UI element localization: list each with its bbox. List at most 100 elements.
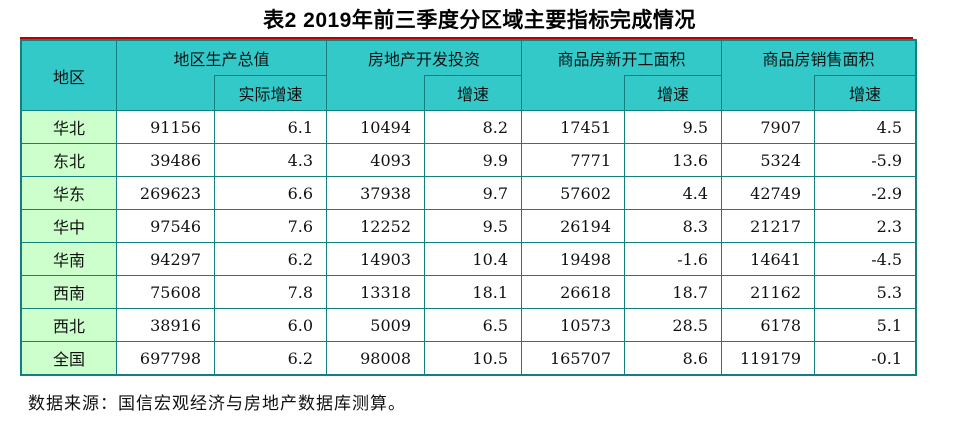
table-row-xinan: 西南 75608 7.8 13318 18.1 26618 18.7 21162… bbox=[22, 276, 916, 309]
new-starts-growth: 13.6 bbox=[625, 144, 723, 177]
sales-growth: -5.9 bbox=[815, 144, 916, 177]
investment-value: 14903 bbox=[327, 243, 426, 276]
sales-value: 42749 bbox=[722, 177, 816, 210]
gdp-value: 97546 bbox=[117, 210, 215, 243]
new-starts-growth: 18.7 bbox=[625, 276, 723, 309]
header-sub-new-starts-growth: 增速 bbox=[625, 75, 723, 111]
gdp-value: 91156 bbox=[117, 111, 215, 144]
investment-value: 4093 bbox=[327, 144, 426, 177]
gdp-growth: 6.0 bbox=[215, 309, 328, 342]
sales-value: 7907 bbox=[722, 111, 816, 144]
investment-growth: 10.5 bbox=[425, 342, 523, 374]
investment-growth: 9.9 bbox=[425, 144, 523, 177]
new-starts-growth: 4.4 bbox=[625, 177, 723, 210]
gdp-growth: 7.8 bbox=[215, 276, 328, 309]
gdp-growth: 6.2 bbox=[215, 243, 328, 276]
table-row-xibei: 西北 38916 6.0 5009 6.5 10573 28.5 6178 5.… bbox=[22, 309, 916, 342]
title-rule-divider bbox=[20, 37, 913, 39]
table-row-huadong: 华东 269623 6.6 37938 9.7 57602 4.4 42749 … bbox=[22, 177, 916, 210]
new-starts-value: 26194 bbox=[522, 210, 626, 243]
header-group-sales: 商品房销售面积 bbox=[722, 41, 916, 75]
gdp-value: 269623 bbox=[117, 177, 215, 210]
sales-growth: 2.3 bbox=[815, 210, 916, 243]
gdp-value: 38916 bbox=[117, 309, 215, 342]
header-sub-empty-gdp bbox=[117, 75, 215, 111]
gdp-growth: 6.1 bbox=[215, 111, 328, 144]
new-starts-value: 19498 bbox=[522, 243, 626, 276]
gdp-value: 75608 bbox=[117, 276, 215, 309]
data-source-note: 数据来源：国信宏观经济与房地产数据库测算。 bbox=[28, 394, 406, 414]
header-sub-empty-investment bbox=[327, 75, 426, 111]
region-cell: 西北 bbox=[22, 309, 117, 342]
region-cell: 西南 bbox=[22, 276, 117, 309]
sales-growth: -2.9 bbox=[815, 177, 916, 210]
table-row-dongbei: 东北 39486 4.3 4093 9.9 7771 13.6 5324 -5.… bbox=[22, 144, 916, 177]
header-region: 地区 bbox=[22, 41, 117, 111]
new-starts-value: 26618 bbox=[522, 276, 626, 309]
region-cell: 全国 bbox=[22, 342, 117, 374]
gdp-growth: 7.6 bbox=[215, 210, 328, 243]
gdp-value: 94297 bbox=[117, 243, 215, 276]
sales-value: 21162 bbox=[722, 276, 816, 309]
header-group-investment: 房地产开发投资 bbox=[327, 41, 523, 75]
investment-growth: 18.1 bbox=[425, 276, 523, 309]
region-cell: 华中 bbox=[22, 210, 117, 243]
new-starts-growth: -1.6 bbox=[625, 243, 723, 276]
region-cell: 华东 bbox=[22, 177, 117, 210]
investment-growth: 9.7 bbox=[425, 177, 523, 210]
header-row-groups: 地区 地区生产总值 房地产开发投资 商品房新开工面积 商品房销售面积 bbox=[22, 41, 916, 111]
investment-value: 10494 bbox=[327, 111, 426, 144]
sales-growth: 4.5 bbox=[815, 111, 916, 144]
investment-value: 13318 bbox=[327, 276, 426, 309]
sales-value: 5324 bbox=[722, 144, 816, 177]
investment-growth: 9.5 bbox=[425, 210, 523, 243]
header-row-subs: 实际增速 增速 增速 增速 bbox=[22, 75, 916, 111]
new-starts-growth: 9.5 bbox=[625, 111, 723, 144]
investment-value: 5009 bbox=[327, 309, 426, 342]
sales-value: 6178 bbox=[722, 309, 816, 342]
gdp-value: 697798 bbox=[117, 342, 215, 374]
investment-growth: 8.2 bbox=[425, 111, 523, 144]
header-group-new-starts: 商品房新开工面积 bbox=[522, 41, 723, 75]
sales-growth: 5.1 bbox=[815, 309, 916, 342]
new-starts-growth: 28.5 bbox=[625, 309, 723, 342]
regional-indicators-table: 地区 地区生产总值 房地产开发投资 商品房新开工面积 商品房销售面积 实际增速 … bbox=[20, 39, 918, 376]
header-group-gdp: 地区生产总值 bbox=[117, 41, 328, 75]
gdp-growth: 4.3 bbox=[215, 144, 328, 177]
investment-value: 98008 bbox=[327, 342, 426, 374]
table-row-huabei: 华北 91156 6.1 10494 8.2 17451 9.5 7907 4.… bbox=[22, 111, 916, 144]
table-row-quanguo: 全国 697798 6.2 98008 10.5 165707 8.6 1191… bbox=[22, 342, 916, 374]
investment-value: 37938 bbox=[327, 177, 426, 210]
sales-growth: -0.1 bbox=[815, 342, 916, 374]
header-sub-empty-new-starts bbox=[522, 75, 626, 111]
new-starts-value: 57602 bbox=[522, 177, 626, 210]
header-sub-gdp-growth: 实际增速 bbox=[215, 75, 328, 111]
region-cell: 华南 bbox=[22, 243, 117, 276]
table-title: 表2 2019年前三季度分区域主要指标完成情况 bbox=[263, 9, 696, 32]
header-sub-investment-growth: 增速 bbox=[425, 75, 523, 111]
region-cell: 华北 bbox=[22, 111, 117, 144]
investment-value: 12252 bbox=[327, 210, 426, 243]
gdp-growth: 6.2 bbox=[215, 342, 328, 374]
new-starts-value: 165707 bbox=[522, 342, 626, 374]
new-starts-value: 17451 bbox=[522, 111, 626, 144]
sales-growth: 5.3 bbox=[815, 276, 916, 309]
sales-value: 21217 bbox=[722, 210, 816, 243]
new-starts-growth: 8.6 bbox=[625, 342, 723, 374]
gdp-value: 39486 bbox=[117, 144, 215, 177]
table-row-huazhong: 华中 97546 7.6 12252 9.5 26194 8.3 21217 2… bbox=[22, 210, 916, 243]
new-starts-value: 10573 bbox=[522, 309, 626, 342]
new-starts-growth: 8.3 bbox=[625, 210, 723, 243]
sales-value: 119179 bbox=[722, 342, 816, 374]
header-sub-sales-growth: 增速 bbox=[815, 75, 916, 111]
investment-growth: 10.4 bbox=[425, 243, 523, 276]
gdp-growth: 6.6 bbox=[215, 177, 328, 210]
table-row-huanan: 华南 94297 6.2 14903 10.4 19498 -1.6 14641… bbox=[22, 243, 916, 276]
investment-growth: 6.5 bbox=[425, 309, 523, 342]
region-cell: 东北 bbox=[22, 144, 117, 177]
header-sub-empty-sales bbox=[722, 75, 816, 111]
sales-value: 14641 bbox=[722, 243, 816, 276]
new-starts-value: 7771 bbox=[522, 144, 626, 177]
sales-growth: -4.5 bbox=[815, 243, 916, 276]
